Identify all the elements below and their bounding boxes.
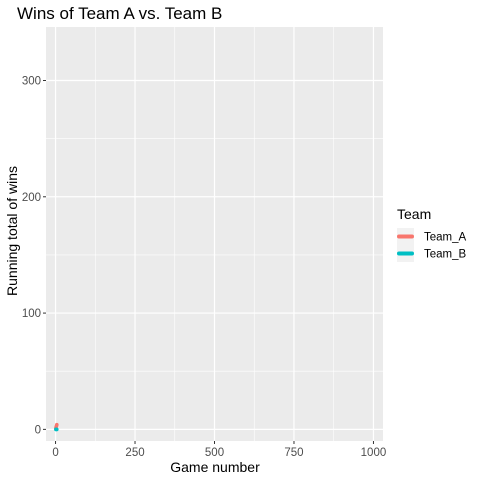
- series-layer: [54, 422, 59, 432]
- legend: Team Team_A Team_B: [397, 206, 467, 262]
- y-tick-label: 100: [22, 308, 41, 320]
- y-tick-label: 300: [22, 75, 41, 87]
- x-tick-label: 1000: [361, 447, 387, 459]
- axis-ticks: 0 250 500 750 1000 0 100 200 300: [22, 75, 386, 459]
- legend-label-team_a: Team_A: [424, 232, 467, 244]
- y-tick-label: 0: [35, 424, 41, 436]
- major-gridlines: [46, 27, 383, 441]
- data-point-team_a: [55, 422, 59, 427]
- legend-label-team_b: Team_B: [424, 249, 467, 261]
- x-tick-label: 750: [284, 447, 303, 459]
- chart-title: Wins of Team A vs. Team B: [17, 4, 222, 23]
- legend-items: Team_A Team_B: [397, 228, 467, 262]
- data-point-team_b: [55, 427, 59, 432]
- y-axis-title: Running total of wins: [4, 166, 20, 296]
- legend-title: Team: [397, 206, 431, 222]
- x-tick-label: 250: [125, 447, 144, 459]
- x-tick-label: 500: [205, 447, 224, 459]
- x-tick-label: 0: [52, 447, 58, 459]
- x-axis-title: Game number: [170, 459, 260, 475]
- y-tick-label: 200: [22, 192, 41, 204]
